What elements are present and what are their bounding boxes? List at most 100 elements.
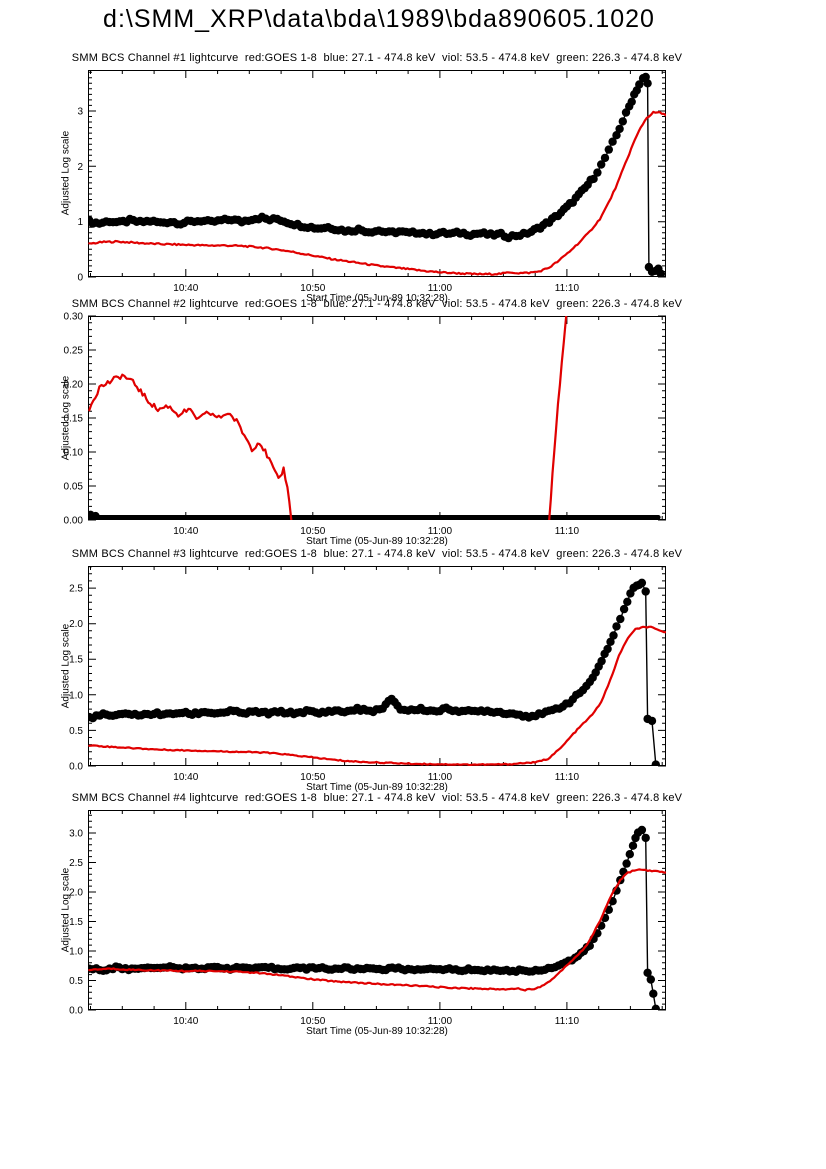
y-tick-label: 1.0	[69, 947, 83, 958]
y-tick-label: 2.0	[69, 619, 83, 630]
x-tick-label: 10:40	[173, 526, 198, 537]
data-point	[625, 850, 634, 859]
x-tick-label: 11:10	[555, 526, 580, 537]
x-tick-label: 11:10	[555, 772, 580, 783]
panel-2: 10:40 10:50 11:00 11:10 0.00 0.05 0.10 0.15 0.20…	[64, 312, 666, 537]
panel-3-title: SMM BCS Channel #3 lightcurve red:GOES 1…	[71, 548, 683, 560]
y-tick-label: 0	[77, 273, 83, 284]
data-point	[647, 716, 657, 726]
data-point	[623, 597, 632, 606]
data-point	[649, 989, 658, 998]
panel-1-title: SMM BCS Channel #1 lightcurve red:GOES 1…	[71, 52, 683, 64]
data-point	[612, 622, 621, 631]
series-line	[88, 110, 666, 276]
data-point	[637, 578, 647, 587]
y-tick-label: 2	[77, 162, 83, 173]
y-tick-label: 1.5	[69, 655, 83, 666]
series-bcs-channel-3	[88, 578, 660, 766]
y-tick-label: 0.30	[64, 312, 84, 323]
series-goes-1-8	[88, 868, 666, 992]
y-tick-label: 0.15	[64, 414, 84, 425]
y-tick-label: 2.5	[69, 858, 83, 869]
panel-2-y-axis-label: Adjusted Log scale	[60, 375, 72, 461]
plot-box	[88, 316, 666, 520]
plot-box	[88, 810, 666, 1010]
data-point	[616, 614, 625, 624]
y-tick-label: 0.05	[64, 482, 84, 493]
data-point	[612, 131, 621, 140]
data-point	[618, 117, 627, 126]
y-tick-label: 0.5	[69, 976, 83, 987]
y-tick-label: 0.10	[64, 448, 84, 459]
x-tick-label: 11:00	[428, 283, 453, 294]
x-tick-label: 10:50	[300, 283, 325, 294]
data-point	[600, 153, 610, 163]
data-point	[603, 644, 612, 654]
panel-1-y-axis-label: Adjusted Log scale	[60, 130, 72, 216]
page-title: d:\SMM_XRP\data\bda\1989\bda890605.1020	[103, 5, 655, 33]
panel-3-x-axis-label: Start Time (05-Jun-89 10:32:28)	[306, 782, 448, 793]
series-goes-1-8	[88, 316, 568, 520]
plot-box	[88, 566, 666, 766]
x-tick-label: 11:00	[428, 1016, 453, 1027]
y-tick-label: 1.5	[69, 917, 83, 928]
data-point	[608, 137, 617, 146]
data-point	[641, 587, 650, 596]
data-point	[627, 97, 636, 107]
x-tick-label: 11:00	[428, 772, 453, 783]
data-point	[643, 968, 652, 977]
y-tick-label: 1	[77, 217, 83, 228]
panel-3: 10:40 10:50 11:00 11:10 0.0 0.5 1.0 1.5 2.0 2.5	[69, 566, 666, 783]
data-point	[604, 145, 613, 154]
data-point	[615, 124, 624, 134]
data-point	[606, 637, 615, 646]
data-point	[91, 511, 100, 520]
x-tick-label: 10:40	[173, 772, 198, 783]
series-line	[88, 868, 666, 992]
y-tick-label: 2.5	[69, 584, 83, 595]
x-tick-label: 10:50	[300, 1016, 325, 1027]
y-tick-label: 3	[77, 107, 83, 118]
panel-2-title: SMM BCS Channel #2 lightcurve red:GOES 1…	[71, 298, 683, 310]
y-tick-label: 1.0	[69, 690, 83, 701]
data-point	[609, 631, 618, 640]
x-tick-label: 10:40	[173, 1016, 198, 1027]
panel-4: 10:40 10:50 11:00 11:10 0.0 0.5 1.0 1.5 2.0 2.5 3.…	[69, 810, 666, 1027]
data-point	[593, 168, 602, 177]
data-point	[641, 72, 650, 82]
data-point	[597, 656, 606, 666]
series-goes-1-8	[88, 110, 666, 276]
data-point	[646, 975, 655, 984]
data-point	[619, 604, 629, 614]
data-point	[597, 160, 606, 169]
y-tick-label: 3.0	[69, 829, 83, 840]
y-tick-label: 2.0	[69, 888, 83, 899]
y-tick-label: 0.20	[64, 380, 84, 391]
x-tick-label: 10:40	[173, 283, 198, 294]
y-tick-label: 0.00	[64, 516, 84, 527]
series-bcs-channel-1	[88, 72, 666, 277]
y-tick-label: 0.0	[69, 762, 83, 773]
data-point	[589, 174, 598, 184]
x-tick-label: 11:00	[428, 526, 453, 537]
data-point	[651, 1004, 660, 1010]
panel-1: 10:40 10:50 11:00 11:10 0 1 2 3	[77, 70, 666, 294]
axis-ticks	[88, 70, 666, 278]
axis-ticks	[88, 566, 666, 767]
data-point	[635, 80, 644, 89]
y-tick-label: 0.5	[69, 726, 83, 737]
x-tick-label: 10:50	[300, 772, 325, 783]
data-point	[622, 859, 631, 868]
x-tick-label: 10:50	[300, 526, 325, 537]
panel-3-y-axis-label: Adjusted Log scale	[60, 623, 72, 709]
series-goes-1-8	[88, 625, 666, 766]
panel-4-x-axis-label: Start Time (05-Jun-89 10:32:28)	[306, 1026, 448, 1037]
series-line	[88, 829, 657, 1010]
axis-ticks	[88, 315, 666, 521]
data-point	[637, 825, 647, 835]
axis-ticks	[88, 810, 666, 1011]
x-tick-label: 11:10	[555, 283, 580, 294]
y-tick-label: 0.25	[64, 346, 84, 357]
